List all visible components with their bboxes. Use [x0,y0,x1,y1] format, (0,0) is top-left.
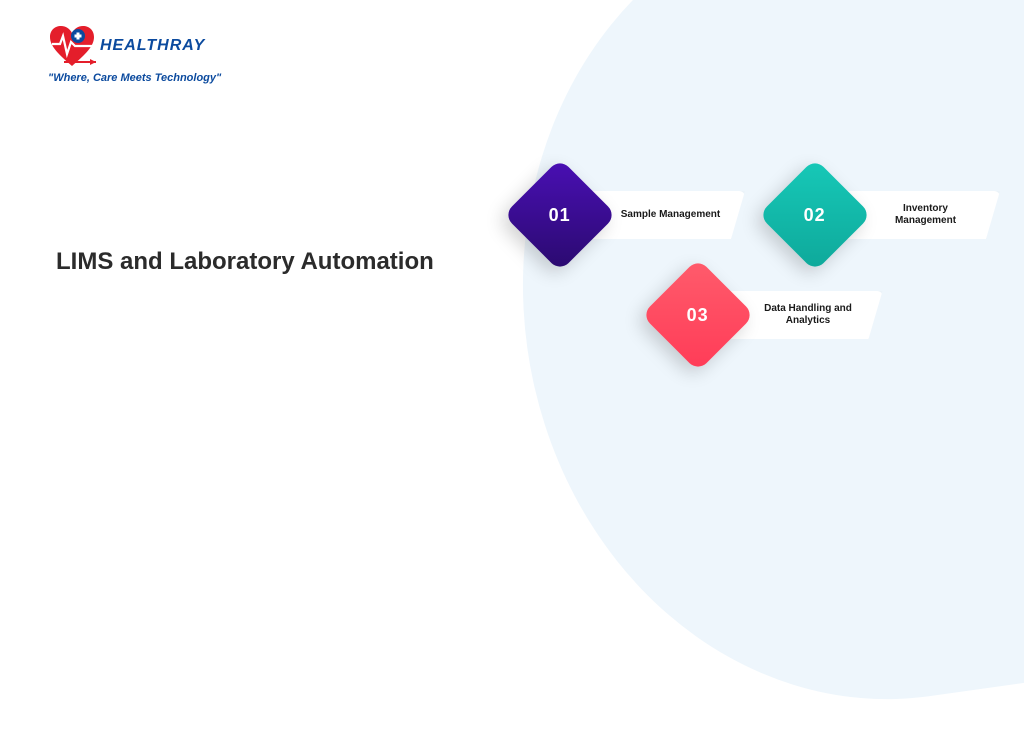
feature-item-2: 02 Inventory Management [775,175,1000,255]
heart-icon [48,24,96,68]
feature-number-1: 01 [549,205,571,226]
brand-name: HEALTHRAY [100,37,205,55]
feature-badge-1: 01 [503,158,616,271]
feature-badge-3: 03 [641,258,754,371]
feature-label-2: Inventory Management [895,203,956,228]
feature-item-3: 03 Data Handling and Analytics [658,275,883,355]
page-title: LIMS and Laboratory Automation [56,248,434,276]
feature-badge-2: 02 [758,158,871,271]
brand-tagline: "Where, Care Meets Technology" [48,72,221,84]
brand-logo: HEALTHRAY "Where, Care Meets Technology" [48,24,221,84]
feature-item-1: 01 Sample Management [520,175,745,255]
feature-number-3: 03 [686,305,708,326]
feature-label-1: Sample Management [621,209,720,222]
feature-number-2: 02 [804,205,826,226]
feature-label-3: Data Handling and Analytics [764,303,852,328]
feature-grid: 01 Sample Management 02 Inventory Manage… [520,175,1020,375]
